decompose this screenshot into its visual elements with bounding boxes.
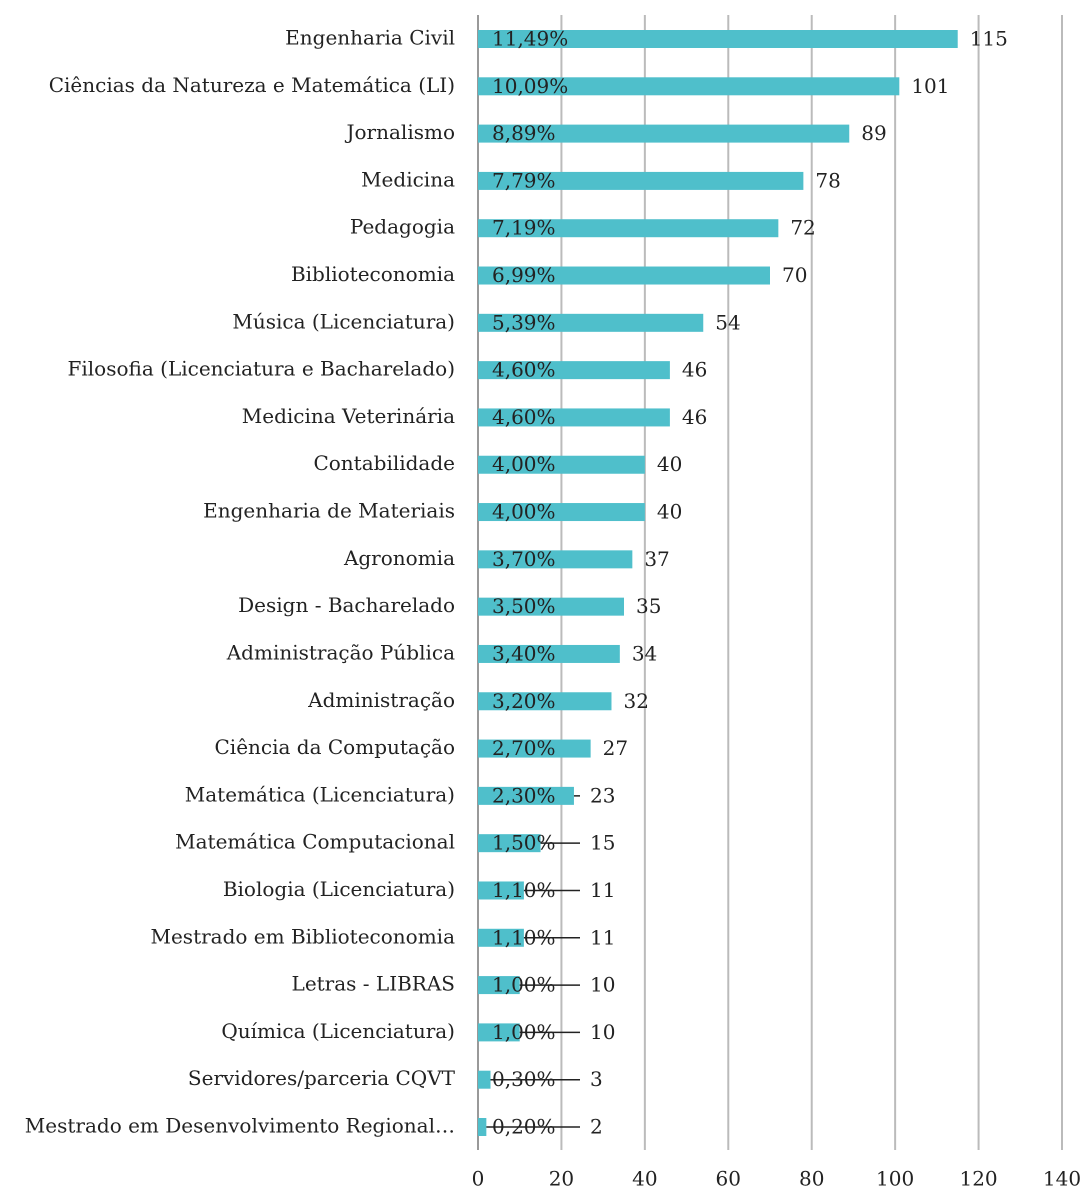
value-label: 3	[590, 1067, 603, 1091]
value-label: 32	[623, 689, 648, 713]
value-label: 101	[911, 74, 949, 98]
bar	[478, 77, 900, 96]
value-label: 11	[590, 878, 615, 902]
y-tick-label: Matemática (Licenciatura)	[185, 782, 455, 806]
y-tick-label: Engenharia de Materiais	[203, 499, 455, 523]
percent-label: 6,99%	[492, 263, 556, 287]
bar	[478, 408, 670, 427]
percent-label: 3,70%	[492, 547, 556, 571]
value-label: 35	[636, 594, 661, 618]
bar	[478, 550, 633, 569]
bar	[478, 644, 620, 663]
bar	[478, 30, 958, 48]
bar	[478, 171, 804, 190]
value-label: 34	[632, 641, 657, 665]
y-tick-label: Engenharia Civil	[285, 26, 455, 50]
bar	[478, 976, 520, 995]
value-label: 70	[782, 263, 807, 287]
y-tick-label: Medicina	[361, 167, 455, 191]
y-tick-label: Mestrado em Biblioteconomia	[150, 924, 455, 948]
y-tick-label: Medicina Veterinária	[242, 404, 455, 428]
y-tick-label: Contabilidade	[313, 451, 455, 475]
value-label: 2	[590, 1115, 603, 1139]
y-tick-label: Administração Pública	[226, 640, 455, 664]
percent-label: 3,20%	[492, 689, 556, 713]
bar	[478, 786, 574, 805]
x-tick-label: 120	[959, 1167, 997, 1191]
x-tick-label: 100	[876, 1167, 914, 1191]
x-tick-label: 20	[549, 1167, 574, 1191]
percent-label: 4,00%	[492, 500, 556, 524]
bar	[478, 692, 612, 711]
percent-label: 3,50%	[492, 594, 556, 618]
y-tick-label: Letras - LIBRAS	[292, 972, 455, 996]
value-label: 10	[590, 1020, 615, 1044]
percent-label: 7,79%	[492, 168, 556, 192]
bar	[478, 313, 704, 332]
value-label: 78	[815, 168, 840, 192]
percent-label: 5,39%	[492, 310, 556, 334]
value-label: 23	[590, 783, 615, 807]
y-tick-label: Música (Licenciatura)	[232, 309, 455, 333]
percent-label: 2,70%	[492, 736, 556, 760]
bar	[478, 361, 670, 380]
bar	[478, 503, 645, 522]
x-tick-label: 80	[799, 1167, 824, 1191]
y-tick-label: Ciência da Computação	[215, 735, 456, 759]
y-tick-label: Química (Licenciatura)	[221, 1019, 455, 1043]
x-tick-label: 140	[1043, 1167, 1081, 1191]
bar	[478, 834, 541, 853]
value-label: 54	[715, 310, 740, 334]
bar	[478, 266, 770, 285]
bar	[478, 455, 645, 474]
percent-label: 10,09%	[492, 74, 568, 98]
value-label: 46	[682, 405, 707, 429]
value-label: 15	[590, 831, 615, 855]
y-tick-label: Agronomia	[343, 546, 455, 570]
bar	[478, 219, 779, 238]
y-tick-label: Pedagogia	[350, 215, 455, 239]
percent-label: 4,00%	[492, 452, 556, 476]
y-tick-label: Ciências da Natureza e Matemática (LI)	[49, 73, 455, 97]
value-label: 115	[970, 27, 1008, 51]
value-label: 37	[644, 547, 669, 571]
percent-label: 3,40%	[492, 641, 556, 665]
bar	[478, 124, 850, 143]
bar	[478, 881, 524, 900]
y-tick-label: Matemática Computacional	[175, 830, 455, 854]
value-label: 89	[861, 121, 886, 145]
y-tick-label: Biologia (Licenciatura)	[223, 877, 455, 901]
x-tick-label: 0	[472, 1167, 485, 1191]
value-label: 40	[657, 452, 682, 476]
y-tick-label: Biblioteconomia	[291, 262, 455, 286]
percent-label: 7,19%	[492, 216, 556, 240]
value-label: 27	[603, 736, 628, 760]
value-label: 46	[682, 358, 707, 382]
y-tick-label: Administração	[307, 688, 455, 712]
value-label: 40	[657, 500, 682, 524]
percent-label: 11,49%	[492, 27, 568, 51]
percent-label: 8,89%	[492, 121, 556, 145]
value-label: 10	[590, 973, 615, 997]
bar	[478, 928, 524, 947]
bar	[478, 1070, 491, 1089]
y-tick-label: Jornalismo	[345, 120, 456, 144]
value-label: 72	[790, 216, 815, 240]
x-tick-label: 40	[632, 1167, 657, 1191]
bar	[478, 739, 591, 758]
x-tick-label: 60	[716, 1167, 741, 1191]
value-label: 11	[590, 925, 615, 949]
percent-label: 4,60%	[492, 358, 556, 382]
y-tick-label: Design - Bacharelado	[238, 593, 455, 617]
y-tick-label: Servidores/parceria CQVT	[188, 1066, 456, 1090]
percent-label: 2,30%	[492, 783, 556, 807]
percent-label: 4,60%	[492, 405, 556, 429]
bar	[478, 1023, 520, 1042]
y-tick-label: Filosofia (Licenciatura e Bacharelado)	[68, 357, 456, 381]
bar	[478, 1118, 487, 1136]
y-tick-label: Mestrado em Desenvolvimento Regional…	[25, 1114, 455, 1138]
bar	[478, 597, 624, 616]
